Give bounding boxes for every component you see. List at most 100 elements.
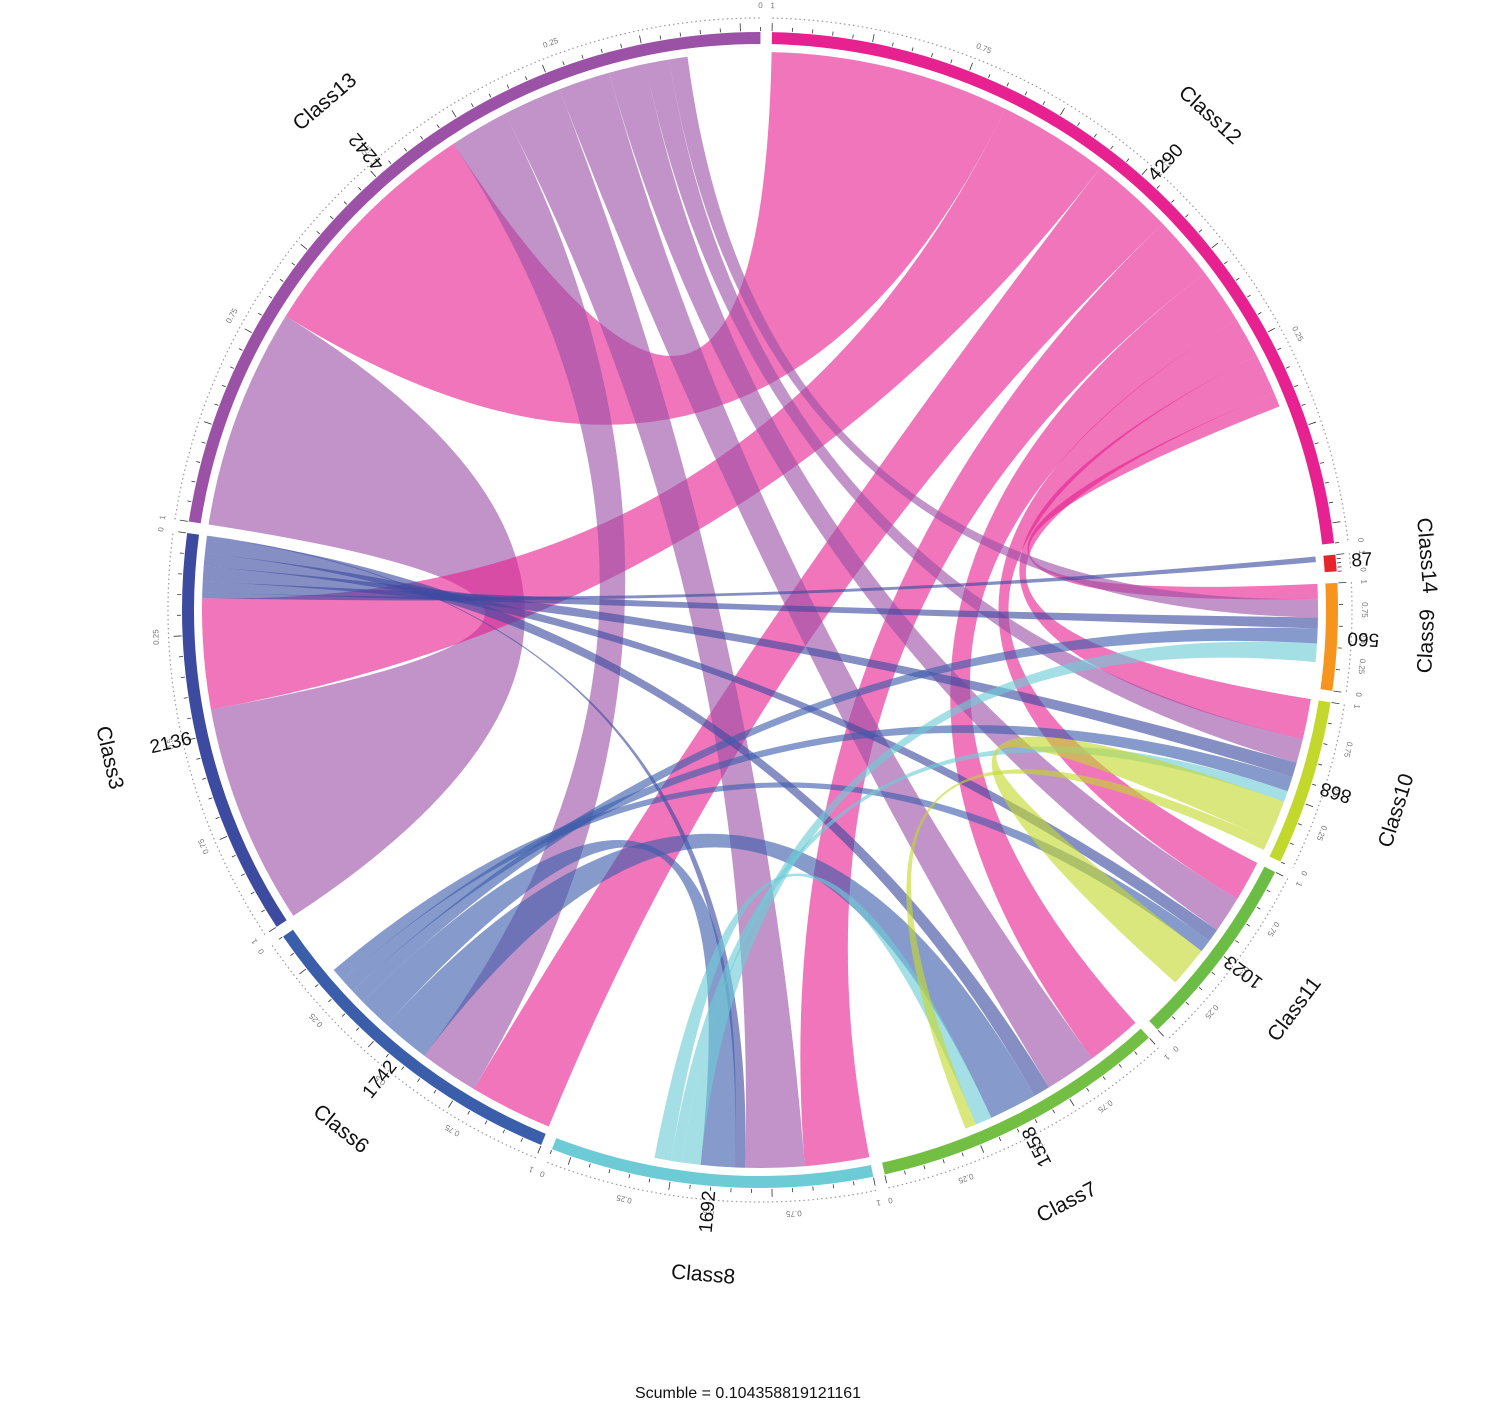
tick-mark: [1324, 481, 1329, 484]
tick-mark: [1172, 1016, 1176, 1020]
group-arcs-ring: [182, 32, 1338, 1188]
ribbon-class12-class3: [202, 108, 1101, 710]
tick-mark: [187, 737, 196, 741]
tick-mark: [385, 1053, 389, 1058]
group-count-class6: 1742: [359, 1057, 402, 1103]
tick-label: 0.25: [1290, 325, 1305, 343]
tick-mark: [872, 34, 875, 43]
tick-mark: [1312, 783, 1317, 786]
tick-mark: [1277, 347, 1282, 351]
group-label-class6: Class6: [309, 1100, 373, 1158]
group-label-class13: Class13: [289, 68, 362, 135]
ribbon-class10-class11: [991, 736, 1284, 983]
group-label-class3: Class3: [91, 724, 128, 792]
tick-label: 0.75: [1342, 741, 1354, 759]
tick-mark: [329, 215, 334, 220]
tick-mark: [1134, 1051, 1138, 1055]
tick-mark: [1256, 906, 1261, 910]
tick-mark: [1246, 923, 1251, 927]
tick-mark: [388, 160, 392, 165]
tick-mark: [950, 59, 953, 64]
tick-mark: [1052, 1109, 1056, 1114]
tick-mark: [998, 1137, 1002, 1142]
tick-mark: [1149, 1038, 1156, 1045]
tick-mark: [1006, 82, 1009, 87]
tick-label: 1: [527, 1164, 535, 1174]
tick-label: 0: [1359, 567, 1368, 573]
tick-scale-class13: [174, 17, 761, 520]
tick-label: 1: [1357, 549, 1366, 555]
ribbon-class13-class6: [424, 113, 626, 1089]
tick-label: 0.75: [1265, 920, 1281, 938]
tick-mark: [1257, 312, 1262, 315]
tick-mark: [1320, 462, 1325, 464]
tick-label: 0.25: [542, 36, 560, 50]
group-label-class8: Class8: [670, 1260, 736, 1288]
tick-mark: [299, 968, 306, 975]
tick-mark: [328, 998, 332, 1003]
tick-mark: [1294, 384, 1299, 388]
tick-mark: [268, 295, 273, 299]
tick-mark: [208, 797, 213, 800]
tick-label: 0.25: [1203, 1003, 1220, 1021]
group-arc-class11: [1149, 866, 1276, 1030]
tick-mark: [600, 48, 603, 54]
tick-mark: [203, 421, 212, 425]
tick-mark: [179, 519, 188, 522]
tick-mark: [1093, 133, 1097, 138]
ribbon-class13-class8: [505, 89, 805, 1168]
tick-mark: [196, 757, 201, 760]
tick-mark: [942, 1159, 945, 1164]
tick-label: 0.25: [151, 629, 161, 646]
tick-mark: [1077, 122, 1081, 127]
tick-mark: [1126, 158, 1130, 162]
tick-label: 0: [758, 1, 763, 10]
tick-mark: [215, 816, 220, 820]
tick-mark: [884, 1175, 888, 1184]
tick-mark: [343, 201, 348, 205]
tick-label: 0.75: [1096, 1098, 1114, 1115]
tick-label: 0: [1171, 1044, 1181, 1054]
tick-label: 1: [875, 1198, 882, 1208]
tick-mark: [659, 35, 662, 40]
tick-mark: [279, 278, 284, 282]
group-label-class9: Class9: [1413, 609, 1439, 674]
tick-mark: [1211, 242, 1219, 249]
tick-mark: [358, 187, 362, 191]
tick-mark: [187, 717, 192, 720]
tick-mark: [1332, 521, 1341, 524]
tick-label: 0.75: [785, 1209, 802, 1219]
tick-mark: [1024, 91, 1028, 96]
tick-mark: [290, 952, 294, 956]
tick-mark: [891, 42, 894, 47]
tick-label: 0.25: [615, 1193, 633, 1205]
tick-label: 0.75: [975, 41, 993, 55]
tick-mark: [1185, 1001, 1190, 1006]
tick-mark: [484, 1120, 488, 1125]
tick-label: 0.75: [196, 837, 211, 855]
tick-mark: [467, 1110, 471, 1115]
tick-scale-class14: [1348, 553, 1352, 571]
group-count-class14: 87: [1351, 549, 1374, 572]
tick-mark: [988, 74, 991, 79]
tick-label: 0: [887, 1195, 894, 1205]
tick-mark: [1235, 940, 1239, 944]
ribbon-class13-class7: [559, 72, 1093, 1088]
tick-label: 1: [1352, 704, 1362, 710]
tick-mark: [588, 1163, 591, 1168]
tick-mark: [1235, 277, 1240, 281]
tick-mark: [980, 1145, 985, 1153]
tick-label: 0.5: [1330, 785, 1342, 799]
ribbon-class6-class9: [352, 627, 1318, 1002]
tick-mark: [1171, 199, 1175, 203]
tick-mark: [969, 62, 973, 71]
tick-mark: [1336, 553, 1345, 555]
tick-mark: [1198, 987, 1203, 991]
ribbon-class12-class6: [473, 167, 1163, 1127]
tick-mark: [221, 384, 226, 388]
group-label-class14: Class14: [1412, 517, 1441, 595]
tick-mark: [417, 1078, 421, 1083]
tick-mark: [1289, 842, 1294, 846]
tick-mark: [549, 1150, 553, 1155]
